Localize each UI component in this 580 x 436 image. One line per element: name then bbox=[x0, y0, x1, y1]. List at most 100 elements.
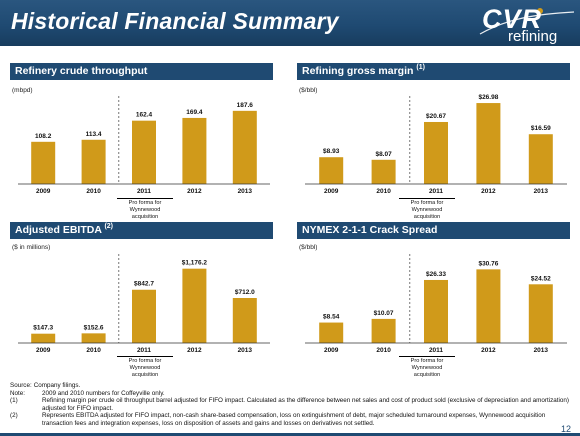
footnote-key: Note: bbox=[10, 389, 26, 397]
data-label: $26.98 bbox=[478, 94, 498, 101]
x-tick-label: 2010 bbox=[86, 188, 101, 195]
footnote-source: Source: Company filings. bbox=[10, 382, 570, 390]
proforma-note: Pro forma for Wynnewood acquisition bbox=[399, 198, 455, 220]
bar-2009 bbox=[319, 157, 344, 184]
chart-unit-label: ($/bbl) bbox=[299, 87, 318, 94]
proforma-note: Pro forma for Wynnewood acquisition bbox=[117, 198, 173, 220]
bar-2012 bbox=[182, 268, 207, 343]
x-tick-label: 2009 bbox=[36, 347, 51, 354]
footnote-key: (2) bbox=[10, 412, 18, 420]
x-tick-label: 2013 bbox=[238, 347, 253, 354]
bar-2009 bbox=[319, 322, 344, 343]
x-tick-label: 2012 bbox=[187, 347, 202, 354]
bar-2009 bbox=[31, 333, 56, 343]
x-tick-label: 2012 bbox=[481, 188, 496, 195]
data-label: $712.0 bbox=[235, 289, 255, 296]
logo-swoosh-icon bbox=[479, 8, 575, 35]
panel-title-text: Adjusted EBITDA bbox=[15, 224, 102, 236]
chart-unit-label: (mbpd) bbox=[12, 87, 33, 94]
data-label: $30.76 bbox=[478, 260, 498, 267]
panel-title-superscript: (2) bbox=[104, 223, 114, 230]
x-tick-label: 2010 bbox=[86, 347, 101, 354]
footnote-key: (1) bbox=[10, 397, 18, 405]
panel-title-text: NYMEX 2-1-1 Crack Spread bbox=[302, 224, 438, 236]
bar-2009 bbox=[31, 141, 56, 184]
data-label: 113.4 bbox=[86, 131, 102, 138]
data-label: $26.33 bbox=[426, 271, 446, 278]
header-bar: Historical Financial Summary CVR refinin… bbox=[0, 0, 580, 46]
panel-title-text: Refining gross margin bbox=[302, 65, 414, 77]
footnote-key: Source: bbox=[10, 382, 32, 389]
x-tick-label: 2011 bbox=[137, 347, 151, 354]
proforma-note: Pro forma for Wynnewood acquisition bbox=[117, 356, 173, 378]
x-tick-label: 2013 bbox=[238, 188, 253, 195]
bar-2011 bbox=[132, 120, 156, 184]
logo-main-text: CVR bbox=[482, 4, 543, 34]
bar-2013 bbox=[528, 134, 553, 184]
data-label: $10.07 bbox=[374, 310, 394, 317]
data-label: 162.4 bbox=[136, 112, 153, 119]
data-label: $16.59 bbox=[531, 125, 551, 132]
bar-2011 bbox=[424, 121, 448, 184]
data-label: $147.3 bbox=[33, 325, 53, 332]
panel-title-nymex-crack-spread: NYMEX 2-1-1 Crack Spread bbox=[297, 222, 570, 239]
footnote-text: Represents EBITDA adjusted for FIFO impa… bbox=[42, 412, 546, 427]
bar-2013 bbox=[232, 110, 257, 184]
logo-sub-text: refining bbox=[508, 28, 558, 45]
panel-title-superscript: (1) bbox=[416, 64, 425, 71]
page-number: 12 bbox=[561, 424, 572, 434]
chart-unit-label: ($/bbl) bbox=[299, 244, 318, 251]
bar-2011 bbox=[424, 279, 448, 343]
bar-2012 bbox=[182, 117, 207, 184]
x-tick-label: 2009 bbox=[324, 188, 339, 195]
data-label: 187.6 bbox=[237, 102, 254, 109]
bar-2010 bbox=[81, 139, 106, 184]
data-label: $152.6 bbox=[84, 324, 104, 331]
data-label: $8.54 bbox=[323, 314, 340, 321]
data-label: $1,176.2 bbox=[182, 260, 208, 267]
x-tick-label: 2009 bbox=[324, 347, 339, 354]
x-tick-label: 2012 bbox=[481, 347, 496, 354]
chart-adjusted-ebitda: $147.3 2009 $152.6 2010 $842.7 2011 $1,176.2 20… bbox=[18, 254, 270, 354]
footnote-text: Refining margin per crude oil throughput… bbox=[42, 397, 570, 412]
bar-2013 bbox=[528, 284, 553, 343]
footnote-text: Company filings. bbox=[33, 382, 81, 389]
chart-unit-label: ($ in millions) bbox=[12, 244, 51, 251]
bar-2011 bbox=[132, 289, 156, 343]
bar-2012 bbox=[476, 269, 501, 343]
chart-gross-margin: $8.93 2009 $8.07 2010 $20.67 2011 $26.98 2012 $1… bbox=[305, 94, 567, 195]
data-label: 108.2 bbox=[35, 133, 52, 140]
bar-2010 bbox=[371, 159, 396, 184]
panel-title-adjusted-ebitda: Adjusted EBITDA (2) bbox=[10, 222, 273, 239]
chart-crude-throughput: 108.2 2009 113.4 2010 162.4 2011 169.4 2012 187.… bbox=[18, 96, 270, 195]
data-label: $842.7 bbox=[134, 281, 154, 288]
cvr-refining-logo: CVR refining bbox=[478, 4, 576, 46]
x-tick-label: 2013 bbox=[534, 188, 549, 195]
x-tick-label: 2013 bbox=[534, 347, 549, 354]
footnote-text: 2009 and 2010 numbers for Coffeyville on… bbox=[42, 389, 165, 397]
panel-title-crude-throughput: Refinery crude throughput bbox=[10, 63, 273, 80]
footnote-note: Note: 2009 and 2010 numbers for Coffeyvi… bbox=[10, 390, 570, 398]
data-label: $24.52 bbox=[531, 275, 551, 282]
data-label: $8.93 bbox=[323, 148, 340, 155]
panel-title-gross-margin: Refining gross margin (1) bbox=[297, 63, 570, 80]
x-tick-label: 2009 bbox=[36, 188, 51, 195]
x-tick-label: 2011 bbox=[429, 188, 443, 195]
footnote-1: (1) Refining margin per crude oil throug… bbox=[10, 397, 570, 412]
x-tick-label: 2010 bbox=[376, 188, 391, 195]
footnote-2: (2) Represents EBITDA adjusted for FIFO … bbox=[10, 412, 570, 427]
bar-2010 bbox=[371, 318, 396, 343]
x-tick-label: 2011 bbox=[137, 188, 151, 195]
data-label: $20.67 bbox=[426, 113, 446, 120]
proforma-note: Pro forma for Wynnewood acquisition bbox=[399, 356, 455, 378]
data-label: 169.4 bbox=[186, 109, 203, 116]
page-title: Historical Financial Summary bbox=[11, 8, 339, 34]
panel-title-text: Refinery crude throughput bbox=[15, 65, 148, 77]
x-tick-label: 2010 bbox=[376, 347, 391, 354]
chart-nymex-crack-spread: $8.54 2009 $10.07 2010 $26.33 2011 $30.76 2012 $… bbox=[305, 254, 567, 354]
bar-2013 bbox=[232, 298, 257, 343]
x-tick-label: 2012 bbox=[187, 188, 202, 195]
data-label: $8.07 bbox=[375, 151, 392, 158]
bar-2010 bbox=[81, 333, 106, 343]
bottom-rule bbox=[0, 433, 580, 436]
